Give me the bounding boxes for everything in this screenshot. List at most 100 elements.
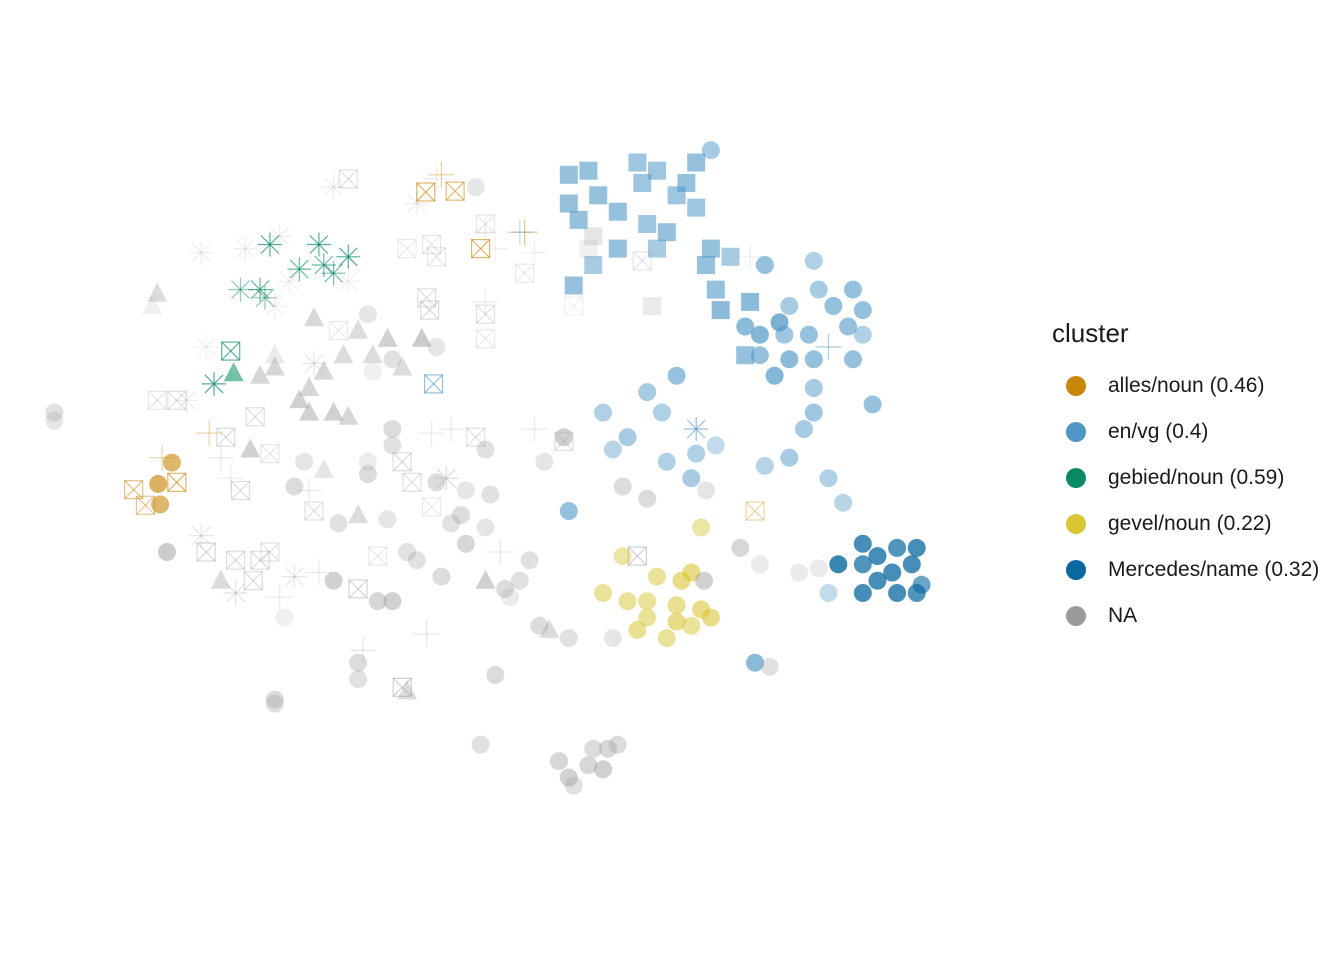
point-na-plus bbox=[418, 420, 445, 447]
point-na-circle bbox=[608, 735, 627, 754]
legend-key-na bbox=[1066, 606, 1086, 626]
point-envg-circle bbox=[736, 317, 755, 336]
point-gebied-asterisk bbox=[306, 232, 331, 257]
point-na-plus bbox=[217, 465, 244, 492]
legend-label-mercedes: Mercedes/name (0.32) bbox=[1108, 558, 1320, 581]
legend-item-na: NA bbox=[1050, 593, 1319, 639]
point-envg-circle bbox=[594, 403, 613, 422]
point-na-circle bbox=[760, 657, 779, 676]
legend-item-gebied: gebied/noun (0.59) bbox=[1050, 455, 1319, 501]
point-na-circle bbox=[432, 567, 451, 586]
point-na-circle bbox=[265, 694, 284, 713]
point-envg-square bbox=[697, 256, 715, 274]
point-na-circle bbox=[695, 571, 714, 590]
point-gebied-boxx bbox=[221, 341, 241, 361]
point-envg-circle bbox=[682, 469, 701, 488]
point-alles-boxx bbox=[124, 480, 144, 500]
legend-item-alles: alles/noun (0.46) bbox=[1050, 363, 1319, 409]
point-na-boxx bbox=[260, 444, 280, 464]
point-envg-circle bbox=[618, 428, 637, 447]
point-alles-plus bbox=[511, 219, 538, 246]
point-na-plus bbox=[472, 288, 499, 315]
point-na-circle bbox=[442, 514, 461, 533]
point-na-circle bbox=[510, 571, 529, 590]
point-alles-boxx bbox=[416, 182, 436, 202]
point-na-circle bbox=[476, 440, 495, 459]
point-na-boxx bbox=[466, 427, 486, 447]
point-na-circle bbox=[501, 588, 519, 607]
point-envg-square bbox=[559, 194, 578, 213]
point-na-circle bbox=[358, 452, 377, 471]
point-na-boxx bbox=[422, 234, 442, 255]
legend-key-gevel bbox=[1066, 514, 1086, 534]
point-na-circle bbox=[520, 551, 539, 570]
point-na-triangle bbox=[299, 401, 320, 421]
point-na-plus bbox=[423, 165, 450, 192]
point-envg-square bbox=[711, 301, 730, 320]
point-na-circle bbox=[295, 452, 314, 471]
point-na-plus bbox=[482, 235, 509, 262]
point-gevel-circle bbox=[667, 596, 686, 615]
point-na-circle bbox=[486, 666, 505, 684]
point-mercedes-circle bbox=[888, 538, 907, 557]
point-na-triangle bbox=[210, 569, 231, 589]
point-na-plus bbox=[305, 559, 332, 586]
point-na-boxx bbox=[328, 321, 349, 341]
point-gevel-circle bbox=[657, 629, 676, 648]
point-envg-circle bbox=[755, 256, 774, 274]
point-envg-square bbox=[633, 174, 652, 192]
point-envg-circle bbox=[706, 436, 725, 455]
point-na-boxx bbox=[230, 480, 251, 501]
point-alles-boxx bbox=[167, 472, 187, 492]
point-na-boxx bbox=[368, 546, 388, 566]
point-na-triangle bbox=[313, 360, 334, 380]
point-na-asterisk bbox=[174, 388, 199, 413]
point-na-circle bbox=[383, 436, 402, 455]
point-gevel-circle bbox=[628, 620, 647, 639]
point-na-circle bbox=[731, 538, 750, 557]
point-na-boxx bbox=[422, 497, 442, 517]
point-envg-square bbox=[741, 292, 760, 311]
point-gevel-circle bbox=[692, 518, 711, 537]
point-envg-square bbox=[564, 276, 583, 295]
legend-label-gebied: gebied/noun (0.59) bbox=[1108, 466, 1285, 489]
point-na-asterisk bbox=[189, 240, 214, 265]
point-na-circle bbox=[564, 776, 583, 795]
point-envg-circle bbox=[746, 653, 764, 672]
point-alles-plus bbox=[149, 444, 176, 471]
point-na-circle bbox=[481, 485, 500, 504]
point-na-triangle bbox=[264, 344, 285, 364]
point-na-boxx bbox=[402, 472, 422, 492]
point-na-asterisk bbox=[189, 523, 214, 548]
point-na-circle bbox=[383, 350, 402, 369]
point-mercedes-circle bbox=[868, 547, 887, 566]
point-mercedes-circle bbox=[907, 538, 926, 557]
point-envg-square bbox=[608, 202, 627, 221]
point-na-plus bbox=[350, 637, 376, 664]
point-na-triangle bbox=[362, 344, 383, 364]
point-na-plus bbox=[487, 539, 514, 565]
point-envg-circle bbox=[755, 456, 774, 475]
point-na-boxx bbox=[475, 214, 496, 234]
point-envg-square bbox=[589, 186, 608, 205]
point-envg-circle bbox=[819, 584, 838, 602]
legend-key-mercedes bbox=[1066, 560, 1086, 580]
point-envg-circle bbox=[652, 403, 671, 422]
point-na-circle bbox=[265, 690, 284, 709]
point-mercedes-circle bbox=[868, 571, 887, 590]
point-mercedes-circle bbox=[853, 534, 872, 553]
point-mercedes-circle bbox=[907, 584, 926, 602]
point-envg-plus bbox=[815, 334, 842, 360]
point-alles-boxx bbox=[135, 495, 156, 515]
point-envg-square bbox=[706, 280, 725, 299]
point-na-circle bbox=[349, 653, 368, 672]
point-na-asterisk bbox=[404, 191, 429, 216]
point-na-circle bbox=[471, 735, 490, 754]
point-envg-plus bbox=[506, 219, 533, 246]
point-envg-circle bbox=[750, 346, 769, 365]
point-na-circle bbox=[383, 592, 402, 611]
point-na-circle bbox=[368, 592, 387, 611]
point-envg-square bbox=[608, 239, 627, 258]
point-na-triangle bbox=[392, 356, 413, 376]
point-na-boxx bbox=[564, 296, 584, 316]
